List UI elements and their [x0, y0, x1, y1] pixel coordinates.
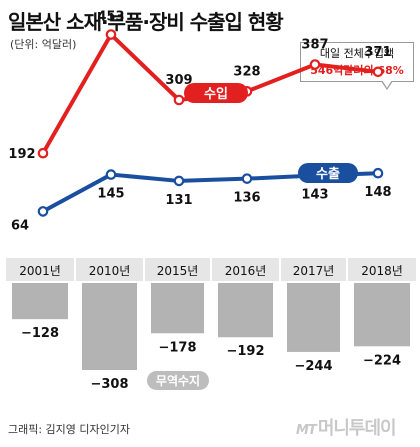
graphic-credit: 그래픽: 김지영 디자인기자 [8, 423, 131, 436]
balance-value-4: −244 [294, 359, 332, 374]
import-value-3: 328 [233, 64, 260, 79]
callout-line-1: 대일 전체수입액 [319, 47, 395, 60]
year-label-0: 2001년 [19, 264, 61, 278]
import-value-2: 309 [165, 73, 192, 88]
export-point-0 [37, 206, 49, 217]
balance-bar-4 [287, 283, 340, 352]
import-point-0 [37, 147, 49, 159]
balance-bar-0 [12, 283, 68, 320]
balance-value-0: −128 [21, 326, 59, 341]
balance-legend-pill [147, 371, 209, 390]
balance-bar-2 [151, 283, 204, 334]
balance-value-5: −224 [363, 353, 401, 368]
balance-value-2: −178 [158, 340, 196, 355]
balance-value-3: −192 [226, 344, 264, 359]
balance-value-1: −308 [90, 377, 128, 392]
import-value-5: 371 [364, 45, 391, 60]
export-legend-pill [298, 163, 358, 183]
publisher-logo: MT 머니투데이 [296, 414, 397, 440]
export-legend-label: 수출 [316, 166, 340, 182]
import-value-0: 192 [8, 147, 35, 162]
balance-bar-5 [354, 283, 410, 347]
export-point-2 [173, 175, 185, 187]
import-point-2 [173, 94, 185, 106]
year-label-4: 2017년 [293, 264, 335, 278]
unit-label: (단위: 억달러) [10, 38, 77, 51]
export-value-1: 145 [97, 187, 124, 202]
year-label-1: 2010년 [89, 264, 131, 278]
import-point-1 [105, 29, 117, 40]
year-label-5: 2018년 [361, 264, 403, 278]
callout-tail-inner [382, 80, 392, 88]
logo-name: 머니투데이 [317, 418, 397, 439]
balance-bar-3 [218, 283, 273, 338]
import-legend-pill [184, 83, 248, 103]
import-value-1: 453 [97, 10, 124, 25]
year-label-3: 2016년 [225, 264, 267, 278]
export-point-5 [372, 167, 384, 179]
import-legend-label: 수입 [204, 87, 228, 102]
export-value-5: 148 [364, 185, 391, 200]
export-point-1 [105, 169, 117, 180]
export-value-4: 143 [301, 187, 328, 202]
export-point-3 [241, 173, 253, 184]
export-value-3: 136 [233, 191, 260, 206]
import-point-5 [372, 66, 384, 78]
import-value-4: 387 [301, 38, 328, 53]
export-value-0: 64 [11, 218, 29, 233]
balance-legend-label: 무역수지 [156, 373, 200, 388]
export-value-2: 131 [165, 193, 192, 208]
logo-mark: MT [296, 423, 317, 438]
balance-bar-1 [82, 283, 137, 371]
year-label-2: 2015년 [157, 264, 199, 278]
chart-title: 일본산 소재·부품·장비 수출입 현황 [8, 10, 284, 34]
import-point-4 [309, 59, 321, 70]
